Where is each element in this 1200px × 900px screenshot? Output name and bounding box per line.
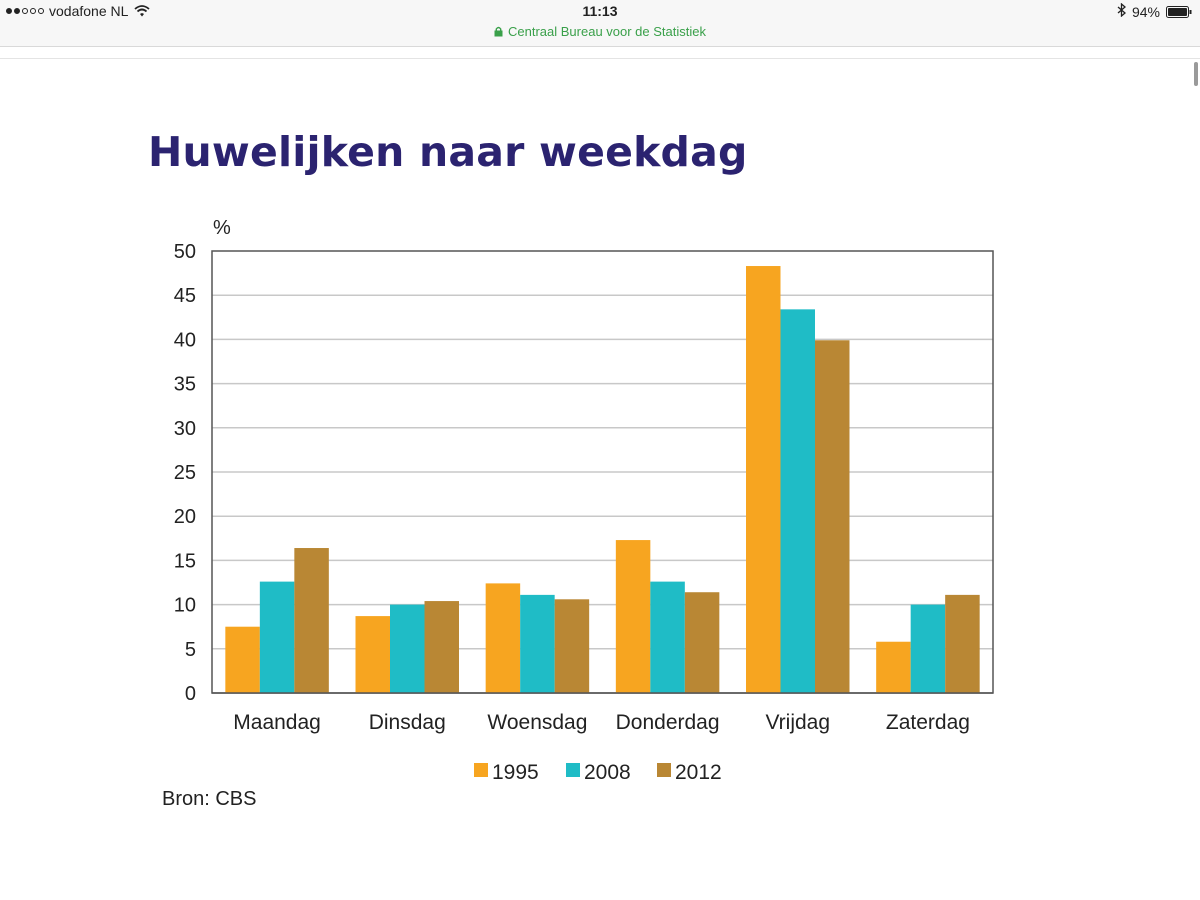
battery-icon: [1166, 5, 1192, 18]
y-tick-label: 15: [174, 550, 196, 572]
bar-1995-dinsdag: [355, 616, 390, 693]
y-tick-label: 35: [174, 374, 196, 396]
bar-1995-zaterdag: [876, 641, 911, 693]
y-tick-label: 0: [185, 683, 196, 705]
bluetooth-icon: [1117, 2, 1126, 20]
status-left: vodafone NL: [6, 3, 150, 19]
y-tick-label: 50: [174, 241, 196, 263]
legend-label-1995: 1995: [492, 761, 539, 784]
bar-2012-woensdag: [554, 599, 590, 693]
legend-label-2012: 2012: [675, 761, 722, 784]
wifi-icon: [134, 5, 150, 17]
y-tick-label: 45: [174, 285, 196, 307]
x-tick-label: Maandag: [233, 711, 321, 734]
divider: [0, 58, 1200, 59]
legend-swatch-2012: [657, 763, 671, 777]
bar-2008-donderdag: [650, 581, 685, 693]
battery-percent: 94%: [1131, 3, 1160, 20]
bar-1995-vrijdag: [746, 266, 781, 693]
lock-icon: [494, 25, 503, 40]
bar-1995-donderdag: [615, 540, 651, 693]
page-title: Huwelijken naar weekdag: [148, 128, 748, 176]
bar-2012-vrijdag: [815, 340, 850, 693]
y-axis-label: %: [213, 217, 231, 239]
bar-2012-zaterdag: [945, 594, 980, 693]
x-tick-label: Dinsdag: [369, 711, 446, 734]
y-tick-label: 10: [174, 595, 196, 617]
legend-label-2008: 2008: [584, 761, 631, 784]
url-bar[interactable]: Centraal Bureau voor de Statistiek: [0, 24, 1200, 40]
bar-2008-zaterdag: [910, 604, 946, 693]
bar-2008-maandag: [259, 581, 295, 693]
y-tick-label: 25: [174, 462, 196, 484]
y-tick-label: 30: [174, 418, 196, 440]
status-bar: vodafone NL 11:13 Centraal Bureau voor d…: [0, 0, 1200, 47]
y-tick-label: 40: [174, 329, 196, 351]
bar-2008-woensdag: [520, 594, 555, 693]
legend-swatch-2008: [566, 763, 580, 777]
bar-2008-dinsdag: [390, 604, 425, 693]
bar-2012-dinsdag: [424, 601, 459, 693]
x-tick-label: Zaterdag: [886, 711, 970, 734]
x-tick-label: Donderdag: [616, 711, 720, 734]
y-tick-label: 5: [185, 639, 196, 661]
legend-swatch-1995: [474, 763, 488, 777]
x-tick-label: Woensdag: [487, 711, 587, 734]
status-time: 11:13: [582, 3, 618, 19]
scrollbar[interactable]: [1194, 62, 1198, 86]
bar-2012-donderdag: [684, 592, 720, 693]
url-text: Centraal Bureau voor de Statistiek: [508, 24, 706, 39]
signal-icon: [6, 8, 44, 14]
bar-2008-vrijdag: [780, 309, 815, 693]
x-tick-label: Vrijdag: [765, 711, 830, 734]
y-tick-label: 20: [174, 506, 196, 528]
carrier-label: vodafone NL: [49, 3, 129, 19]
bar-1995-woensdag: [485, 583, 521, 693]
source-note: Bron: CBS: [162, 788, 257, 810]
status-right: 94%: [1117, 2, 1192, 20]
bar-1995-maandag: [225, 626, 260, 693]
bar-2012-maandag: [294, 548, 329, 693]
